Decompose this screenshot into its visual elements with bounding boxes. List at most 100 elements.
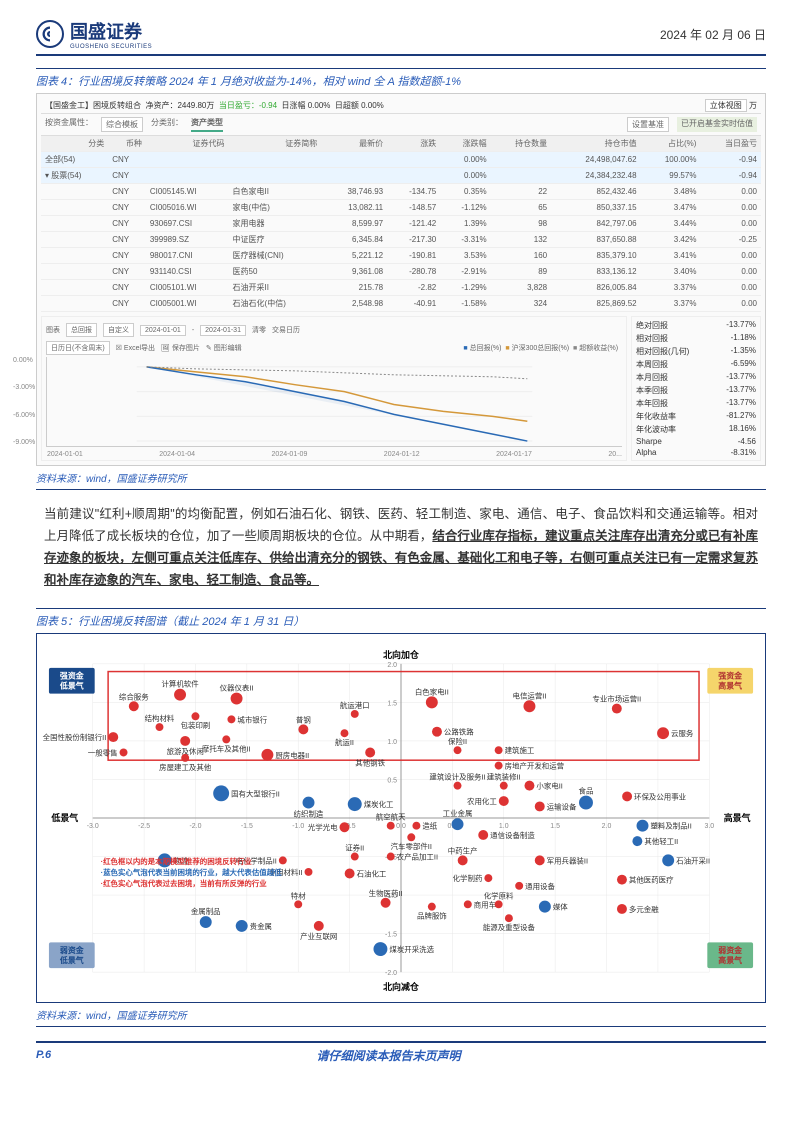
svg-text:2.0: 2.0 [387,661,397,668]
svg-text:品牌服饰: 品牌服饰 [417,910,447,920]
svg-text:工业金属: 工业金属 [443,808,473,818]
mini-line-chart: 0.00%-3.00%-6.00%-9.00% 2024-01-012024-0… [46,357,622,447]
svg-text:一般零售: 一般零售 [88,747,118,757]
ctrl-to[interactable]: 2024-01-31 [200,325,246,336]
svg-text:生物医药II: 生物医药II [369,887,403,897]
svg-text:证券II: 证券II [345,842,364,852]
page-header: 国盛证券 GUOSHENG SECURITIES 2024 年 02 月 06 … [36,18,766,56]
svg-text:其他医药医疗: 其他医药医疗 [629,874,674,884]
ss-nav: 净资产：2449.80万 [145,101,214,110]
svg-text:强资金: 强资金 [60,670,85,680]
ctrl-custom[interactable]: 自定义 [103,323,134,337]
svg-text:摩托车及其他II: 摩托车及其他II [202,743,251,753]
svg-text:其他钢铁: 其他钢铁 [355,757,385,767]
svg-text:高景气: 高景气 [724,811,751,822]
svg-text:塑料及制品II: 塑料及制品II [650,820,691,830]
svg-text:全国性股份制银行II: 全国性股份制银行II [43,732,107,742]
svg-text:环保及公用事业: 环保及公用事业 [634,791,686,801]
svg-text:其他轻工II: 其他轻工II [644,836,678,846]
svg-text:白色家电II: 白色家电II [415,686,449,696]
svg-text:1.5: 1.5 [387,700,397,707]
ctrl-range[interactable]: 总回报 [66,323,97,337]
svg-text:媒体: 媒体 [553,901,568,911]
svg-text:化学制药: 化学制药 [453,873,483,883]
ss-chart-area: 图表 总回报 自定义 2024-01-01- 2024-01-31 清零 交易日… [41,316,627,461]
svg-text:运输设备: 运输设备 [547,801,577,811]
svg-text:低景气: 低景气 [50,811,78,822]
report-date: 2024 年 02 月 06 日 [660,26,766,43]
chart5-scatter: -3.0-2.5-2.0-1.5-1.0-0.50.00.51.01.52.02… [36,633,766,1003]
page-footer: P.6 请仔细阅读本报告末页声明 [36,1041,766,1064]
svg-text:造纸: 造纸 [422,820,437,830]
svg-text:低景气: 低景气 [59,680,84,690]
svg-text:·红色实心气泡代表过去困境，当前有所反弹的行业: ·红色实心气泡代表过去困境，当前有所反弹的行业 [101,878,268,888]
chart5-source: 资料来源：wind，国盛证券研究所 [36,1007,766,1027]
ctrl-unit[interactable]: 日历日(不含周末) [46,341,110,355]
svg-text:北向加仓: 北向加仓 [383,648,420,659]
svg-text:3.0: 3.0 [704,822,714,829]
ctrl-btn1[interactable]: 清零 [252,325,266,335]
svg-text:计算机软件: 计算机软件 [161,678,199,688]
svg-text:弱资金: 弱资金 [718,945,743,955]
svg-text:商用车: 商用车 [474,899,496,909]
svg-text:公路铁路: 公路铁路 [444,726,474,736]
ss-pair-pct: 日超额 0.00% [335,101,384,110]
svg-text:高景气: 高景气 [718,955,742,965]
svg-text:纺织制造: 纺织制造 [294,808,324,818]
ctrl-save[interactable]: 保存图片 [172,345,200,352]
chart5-caption: 图表 5：行业困境反转图谱（截止 2024 年 1 月 31 日） [36,608,766,629]
svg-text:-1.0: -1.0 [292,822,304,829]
svg-text:·红色框以内的是本期模型推荐的困境反转行业: ·红色框以内的是本期模型推荐的困境反转行业 [101,856,253,866]
ss-row-val1[interactable]: 综合模板 [101,117,143,132]
ctrl-edit[interactable]: 图形编辑 [214,345,242,352]
svg-text:-1.5: -1.5 [241,822,253,829]
chart4-screenshot: 【国盛金工】困境反转组合 净资产：2449.80万 当日盈亏：-0.94 日涨幅… [36,93,766,466]
svg-text:小家电II: 小家电II [536,780,562,790]
svg-text:军用兵器装II: 军用兵器装II [547,855,588,865]
svg-text:2.0: 2.0 [602,822,612,829]
ss-btn-view[interactable]: 立体视图 [705,99,747,112]
ss-row-val2[interactable]: 资产类型 [191,117,223,132]
svg-text:-1.5: -1.5 [385,931,397,938]
svg-text:云服务: 云服务 [671,728,694,738]
svg-text:厨房电器II: 厨房电器II [275,749,309,759]
svg-text:通信设备制造: 通信设备制造 [490,829,535,839]
svg-text:-3.0: -3.0 [87,822,99,829]
svg-text:0.0: 0.0 [396,822,406,829]
ss-row-label3[interactable]: 设置基准 [627,117,669,132]
footer-disclaimer: 请仔细阅读本报告末页声明 [317,1047,461,1064]
company-name-en: GUOSHENG SECURITIES [70,44,152,50]
svg-text:光学光电: 光学光电 [308,822,338,832]
ss-row-label1: 按资金属性： [45,117,93,132]
svg-text:煤炭化工: 煤炭化工 [364,799,394,809]
svg-text:0.5: 0.5 [387,777,397,784]
svg-text:农用化工: 农用化工 [467,796,497,806]
svg-text:房屋建工及其他: 房屋建工及其他 [159,761,212,771]
ctrl-export[interactable]: Excel导出 [124,345,155,352]
svg-text:结构材料: 结构材料 [145,713,175,723]
logo-icon [36,20,64,48]
company-name-cn: 国盛证券 [70,18,152,44]
svg-text:能源及重型设备: 能源及重型设备 [483,922,536,932]
ss-title: 【国盛金工】困境反转组合 [45,101,141,110]
page-number: P.6 [36,1049,51,1061]
ss-unit: 万 [749,101,757,110]
svg-text:低景气: 低景气 [59,955,84,965]
svg-text:食品: 食品 [579,785,594,795]
svg-text:建筑装修II: 建筑装修II [487,771,521,781]
svg-text:专业市场运营II: 专业市场运营II [592,693,641,703]
ctrl-from[interactable]: 2024-01-01 [140,325,186,336]
ctrl-btn2[interactable]: 交易日历 [272,325,300,335]
svg-text:建筑施工: 建筑施工 [505,745,535,755]
svg-text:汽车零部件II: 汽车零部件II [391,841,432,851]
svg-text:仪器仪表II: 仪器仪表II [220,682,254,692]
svg-text:高景气: 高景气 [718,680,742,690]
svg-text:1.0: 1.0 [499,822,509,829]
svg-text:普钢: 普钢 [296,714,311,724]
svg-text:建筑设计及服务II: 建筑设计及服务II [429,771,485,781]
ss-row-badge: 已开启基金实时估值 [677,117,757,132]
svg-text:特材: 特材 [291,890,306,900]
svg-text:电信运营II: 电信运营II [513,690,547,700]
svg-text:多元金融: 多元金融 [629,903,659,913]
svg-text:航运港口: 航运港口 [340,699,370,709]
